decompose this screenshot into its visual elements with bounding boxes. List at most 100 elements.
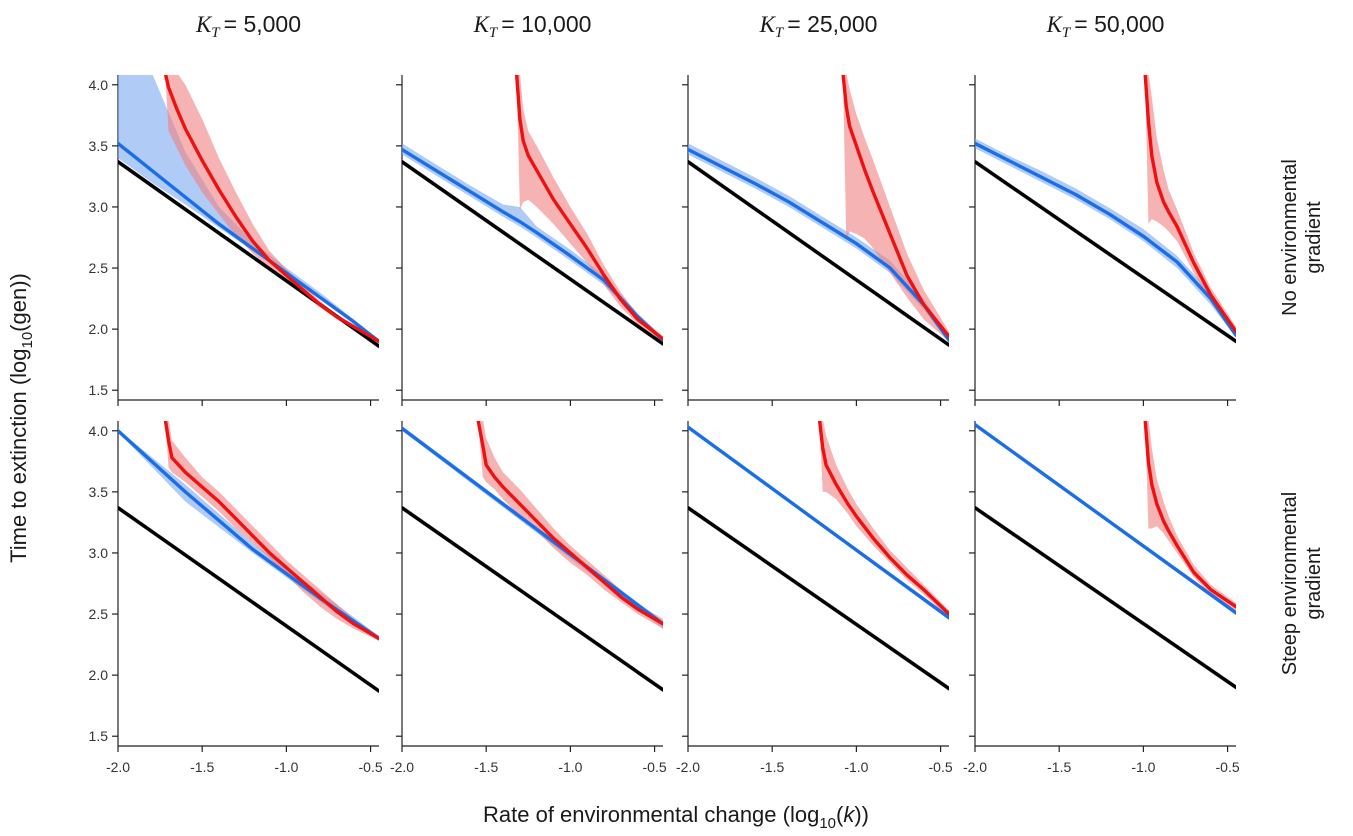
y-tick-label: 3.5 — [89, 484, 109, 500]
panel-grid: 1.5 2.0 2.5 3.0 3.5 4.0 1.5 2.0 2.5 3.0 3.5 4.0 -2.0… — [89, 75, 1240, 775]
x-tick-label: -0.5 — [1216, 759, 1240, 775]
column-title-value: = 50,000 — [1074, 11, 1164, 37]
column-title: KT = 10,000 — [473, 11, 592, 41]
row-label: No environmental gradient — [1279, 159, 1325, 316]
column-title-value: = 10,000 — [501, 11, 591, 37]
x-tick-label: -2.0 — [390, 759, 414, 775]
red-series-line — [817, 421, 949, 616]
red-series-band — [819, 421, 949, 618]
y-axis-label-text: (gen)) — [6, 273, 31, 332]
black-series-line — [118, 506, 379, 693]
blue-series-line — [975, 141, 1236, 337]
y-tick-label: 2.5 — [89, 606, 109, 622]
x-axis-label-text: Rate of environmental change (log — [483, 802, 819, 827]
red-series-band — [477, 421, 663, 629]
panel-plot-area — [402, 421, 663, 693]
panel: -2.0 -1.5 -1.0 -0.5 — [963, 421, 1240, 775]
panel: -2.0 -1.5 -1.0 -0.5 — [390, 421, 667, 775]
red-series-line — [1143, 75, 1236, 334]
y-tick-label: 2.5 — [89, 260, 109, 276]
red-series-band — [516, 75, 663, 342]
red-series-band — [842, 75, 949, 342]
blue-series-band — [402, 143, 663, 343]
panel: -2.0 -1.5 -1.0 -0.5 — [676, 421, 953, 775]
blue-series-band — [688, 143, 949, 343]
black-series-line — [975, 160, 1236, 344]
panel — [969, 75, 1236, 406]
y-tick-label: 2.0 — [89, 321, 109, 337]
red-series-band — [1145, 75, 1236, 337]
x-tick-label: -0.5 — [359, 759, 383, 775]
y-axis-label-text: Time to extinction (log — [6, 348, 31, 562]
column-title: KT = 25,000 — [759, 11, 878, 41]
red-series-band — [165, 75, 379, 343]
black-series-line — [688, 506, 949, 691]
blue-series-line — [402, 426, 663, 626]
red-series-line — [841, 75, 949, 339]
column-title-symbol: K — [759, 12, 777, 37]
column-title-subscript: T — [211, 25, 221, 41]
red-series-line — [1143, 421, 1236, 609]
x-tick-label: -1.0 — [1131, 759, 1155, 775]
x-tick-label: -1.5 — [190, 759, 214, 775]
row-label-line: gradient — [1303, 201, 1325, 274]
y-axis-label-subscript: 10 — [19, 332, 36, 349]
column-title-symbol: K — [473, 12, 491, 37]
y-tick-label: 2.0 — [89, 667, 109, 683]
x-tick-label: -1.0 — [558, 759, 582, 775]
blue-series-line — [118, 141, 379, 344]
row-label: Steep environmental gradient — [1279, 492, 1325, 675]
x-tick-label: -0.5 — [929, 759, 953, 775]
panel-plot-area — [975, 75, 1236, 344]
red-series-line — [163, 421, 379, 641]
panel-plot-area — [402, 75, 663, 347]
panel-plot-area — [975, 421, 1236, 690]
blue-series-line — [688, 425, 949, 620]
column-title: KT = 50,000 — [1046, 11, 1165, 41]
column-title-subscript: T — [1062, 25, 1072, 41]
y-tick-label: 3.0 — [89, 545, 109, 561]
panel-plot-area — [688, 75, 949, 348]
panel-plot-area — [118, 75, 379, 349]
y-axis-label: Time to extinction (log10(gen)) — [6, 273, 36, 563]
x-axis-label-subscript: 10 — [819, 815, 836, 832]
y-tick-label: 4.0 — [89, 423, 109, 439]
panel-plot-area — [118, 421, 379, 694]
row-label-line: No environmental — [1279, 159, 1301, 316]
y-tick-label: 1.5 — [89, 382, 109, 398]
row-label-line: gradient — [1303, 547, 1325, 620]
x-tick-label: -1.0 — [844, 759, 868, 775]
column-title-subscript: T — [775, 25, 785, 41]
x-axis-label: Rate of environmental change (log10(k)) — [483, 802, 869, 832]
x-tick-label: -2.0 — [106, 759, 130, 775]
red-series-band — [165, 421, 379, 641]
black-series-line — [688, 160, 949, 347]
black-series-line — [402, 160, 663, 346]
red-series-band — [1145, 421, 1236, 611]
column-titles: KT = 5,000 KT = 10,000 KT = 25,000 KT = 50,000 — [195, 11, 1164, 41]
x-tick-label: -2.0 — [676, 759, 700, 775]
panel — [682, 75, 949, 406]
y-tick-label: 4.0 — [89, 77, 109, 93]
blue-series-band — [118, 75, 379, 343]
panel — [396, 75, 663, 406]
x-tick-label: -1.5 — [474, 759, 498, 775]
row-label-line: Steep environmental — [1279, 492, 1301, 675]
black-series-line — [975, 506, 1236, 690]
y-tick-label: 3.0 — [89, 199, 109, 215]
panel: 1.5 2.0 2.5 3.0 3.5 4.0 — [89, 75, 379, 406]
red-series-line — [514, 75, 663, 341]
x-tick-label: -1.5 — [1047, 759, 1071, 775]
y-tick-label: 3.5 — [89, 138, 109, 154]
column-title-symbol: K — [1046, 12, 1064, 37]
blue-series-line — [975, 422, 1236, 615]
red-series-line — [163, 75, 379, 344]
x-tick-label: -0.5 — [643, 759, 667, 775]
column-title-value: = 25,000 — [787, 11, 877, 37]
red-series-line — [476, 421, 663, 626]
x-tick-label: -1.5 — [760, 759, 784, 775]
x-axis-label-text: )) — [854, 802, 869, 827]
blue-series-band — [975, 138, 1236, 338]
